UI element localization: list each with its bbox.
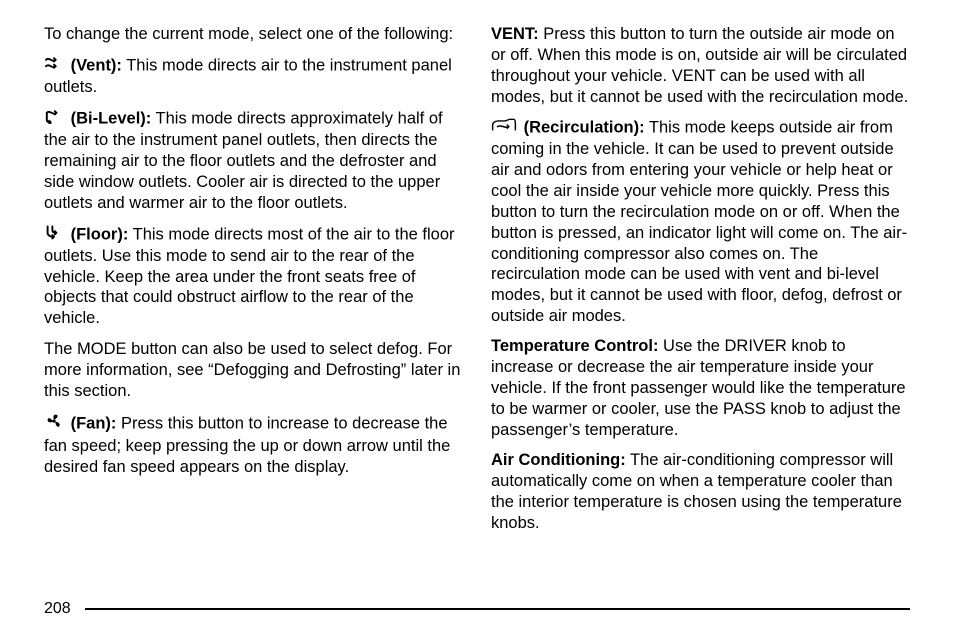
temperature-control-label: Temperature Control:	[491, 337, 658, 355]
page-footer: 208	[44, 588, 910, 618]
page-number: 208	[44, 600, 71, 618]
left-column: To change the current mode, select one o…	[44, 24, 463, 588]
mode-button-text: The MODE button can also be used to sele…	[44, 339, 463, 402]
air-conditioning-label: Air Conditioning:	[491, 451, 626, 469]
fan-para: (Fan): Press this button to increase to …	[44, 412, 463, 478]
floor-label: (Floor):	[71, 225, 129, 243]
vent-icon	[44, 55, 64, 77]
recirculation-text: This mode keeps outside air from coming …	[491, 118, 907, 325]
two-column-layout: To change the current mode, select one o…	[44, 24, 910, 588]
bilevel-mode-para: (Bi-Level): This mode directs approximat…	[44, 108, 463, 214]
vent-mode-para: (Vent): This mode directs air to the ins…	[44, 55, 463, 98]
manual-page: To change the current mode, select one o…	[0, 0, 954, 636]
vent-button-para: VENT: Press this button to turn the outs…	[491, 24, 910, 108]
intro-text: To change the current mode, select one o…	[44, 24, 463, 45]
right-column: VENT: Press this button to turn the outs…	[491, 24, 910, 588]
recirculation-icon	[491, 117, 517, 139]
vent-button-label: VENT:	[491, 25, 539, 43]
footer-rule	[85, 608, 910, 610]
bilevel-label: (Bi-Level):	[71, 109, 152, 127]
bilevel-icon	[44, 108, 64, 130]
recirculation-para: (Recirculation): This mode keeps outside…	[491, 117, 910, 328]
floor-icon	[44, 224, 64, 246]
vent-button-text: Press this button to turn the outside ai…	[491, 25, 908, 106]
temperature-control-para: Temperature Control: Use the DRIVER knob…	[491, 336, 910, 441]
vent-label: (Vent):	[71, 56, 122, 74]
floor-mode-para: (Floor): This mode directs most of the a…	[44, 224, 463, 330]
air-conditioning-para: Air Conditioning: The air-conditioning c…	[491, 450, 910, 534]
fan-label: (Fan):	[71, 415, 117, 433]
recirculation-label: (Recirculation):	[524, 118, 645, 136]
fan-icon	[44, 412, 64, 436]
